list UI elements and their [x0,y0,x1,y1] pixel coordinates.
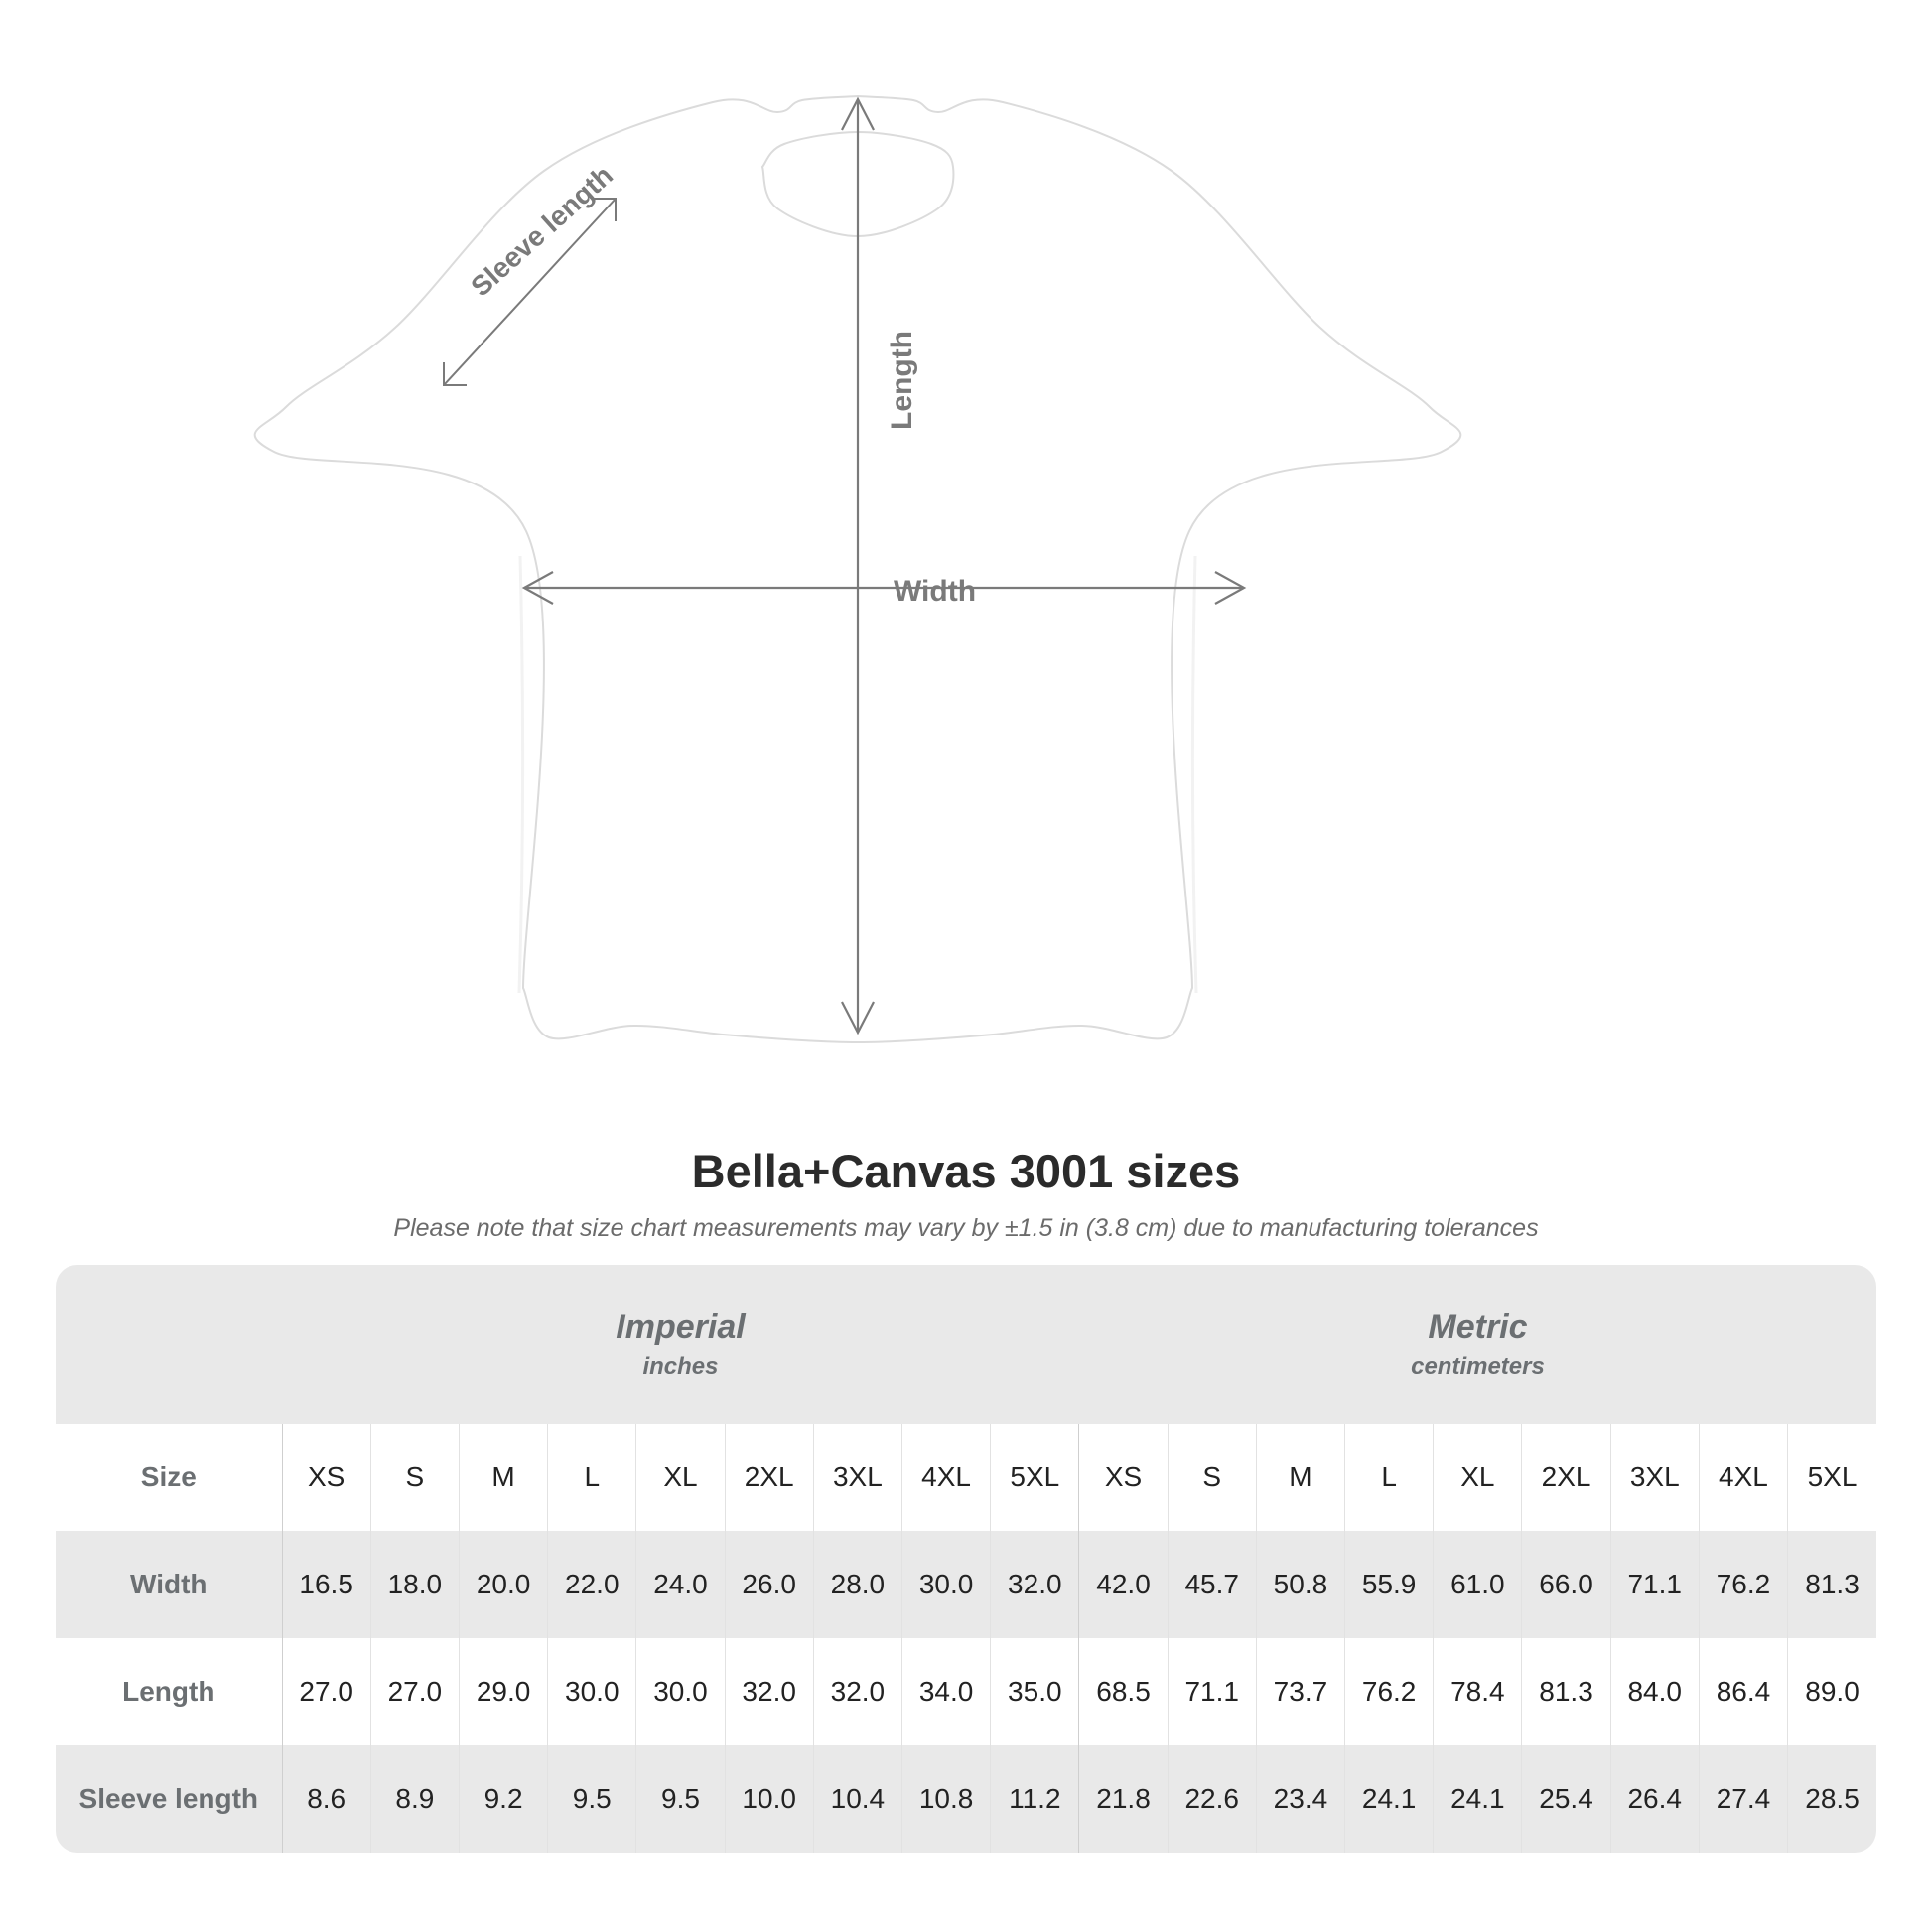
svg-text:Length: Length [886,331,918,430]
svg-text:Width: Width [894,575,976,608]
